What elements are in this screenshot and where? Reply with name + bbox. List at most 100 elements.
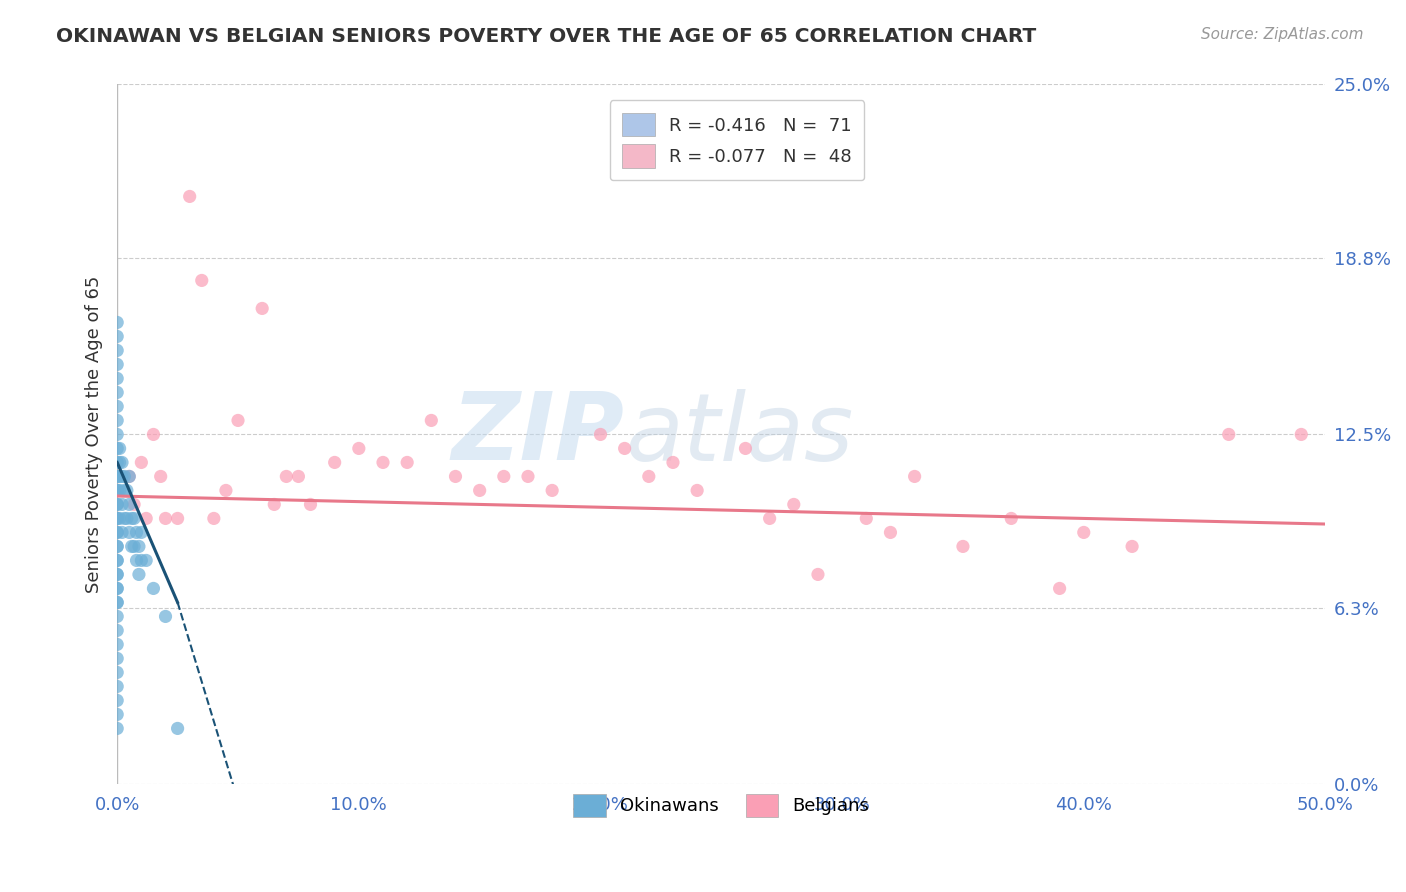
Point xyxy=(121,540,143,554)
Point xyxy=(105,525,128,540)
Legend: Okinawans, Belgians: Okinawans, Belgians xyxy=(565,787,877,824)
Point xyxy=(396,455,419,469)
Point xyxy=(105,707,128,722)
Point xyxy=(118,469,141,483)
Point xyxy=(105,624,128,638)
Point xyxy=(122,511,145,525)
Point xyxy=(128,567,150,582)
Point xyxy=(105,540,128,554)
Point xyxy=(1121,540,1143,554)
Point xyxy=(105,651,128,665)
Point xyxy=(114,511,136,525)
Point xyxy=(108,469,131,483)
Point xyxy=(142,582,165,596)
Point xyxy=(111,469,134,483)
Point xyxy=(115,511,138,525)
Point xyxy=(239,21,262,36)
Point xyxy=(105,371,128,385)
Point xyxy=(758,511,780,525)
Point xyxy=(468,483,491,498)
Point xyxy=(135,511,157,525)
Point xyxy=(105,665,128,680)
Point xyxy=(492,469,515,483)
Point xyxy=(108,483,131,498)
Point xyxy=(105,595,128,609)
Point xyxy=(105,722,128,736)
Point xyxy=(122,540,145,554)
Point xyxy=(111,525,134,540)
Point xyxy=(105,511,128,525)
Point xyxy=(686,483,709,498)
Point xyxy=(105,680,128,694)
Point xyxy=(420,413,443,427)
Point xyxy=(125,553,148,567)
Point xyxy=(105,609,128,624)
Point xyxy=(105,567,128,582)
Point xyxy=(149,469,172,483)
Point xyxy=(299,498,322,512)
Point xyxy=(125,525,148,540)
Point xyxy=(108,442,131,456)
Point xyxy=(155,511,177,525)
Point xyxy=(855,511,877,525)
Point xyxy=(517,469,540,483)
Text: ZIP: ZIP xyxy=(451,388,624,481)
Point xyxy=(287,469,309,483)
Point xyxy=(105,385,128,400)
Point xyxy=(114,469,136,483)
Point xyxy=(105,553,128,567)
Point xyxy=(118,498,141,512)
Point xyxy=(166,511,188,525)
Point xyxy=(105,582,128,596)
Point xyxy=(105,498,128,512)
Point xyxy=(105,525,128,540)
Point xyxy=(734,442,756,456)
Point xyxy=(1000,511,1022,525)
Point xyxy=(108,511,131,525)
Point xyxy=(226,413,249,427)
Point xyxy=(105,400,128,414)
Point xyxy=(952,540,974,554)
Point xyxy=(637,469,659,483)
Point xyxy=(105,498,128,512)
Point xyxy=(105,595,128,609)
Point xyxy=(114,483,136,498)
Point xyxy=(276,469,298,483)
Point xyxy=(131,455,153,469)
Point xyxy=(589,427,612,442)
Point xyxy=(371,455,394,469)
Point xyxy=(105,567,128,582)
Point xyxy=(105,427,128,442)
Point xyxy=(323,455,346,469)
Point xyxy=(105,483,128,498)
Point xyxy=(115,483,138,498)
Point xyxy=(444,469,467,483)
Point xyxy=(347,442,370,456)
Point xyxy=(1289,427,1312,442)
Point xyxy=(118,469,141,483)
Point xyxy=(122,498,145,512)
Point xyxy=(142,427,165,442)
Point xyxy=(105,343,128,358)
Point xyxy=(191,273,214,287)
Point xyxy=(131,525,153,540)
Point xyxy=(111,455,134,469)
Text: atlas: atlas xyxy=(624,389,853,480)
Point xyxy=(215,483,238,498)
Point xyxy=(613,442,636,456)
Point xyxy=(105,511,128,525)
Point xyxy=(118,525,141,540)
Point xyxy=(1049,582,1071,596)
Point xyxy=(105,469,128,483)
Point xyxy=(250,301,273,316)
Point xyxy=(105,540,128,554)
Point xyxy=(111,498,134,512)
Point xyxy=(105,553,128,567)
Point xyxy=(105,413,128,427)
Point xyxy=(155,609,177,624)
Point xyxy=(105,358,128,372)
Point xyxy=(105,315,128,329)
Point xyxy=(263,498,285,512)
Point xyxy=(879,525,901,540)
Point xyxy=(105,483,128,498)
